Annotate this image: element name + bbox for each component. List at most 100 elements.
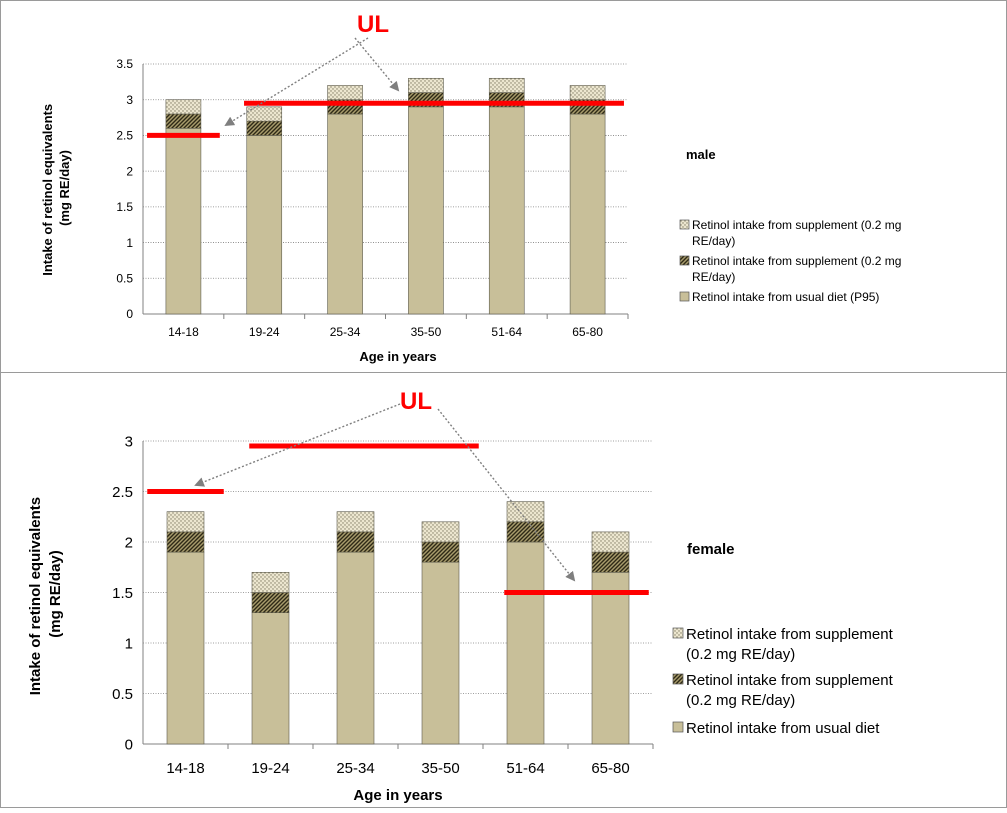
male-legend-swatch-diet xyxy=(679,291,690,302)
male-bar-supplement-a xyxy=(165,99,202,115)
male-y-tick-label: 3 xyxy=(126,93,133,107)
female-y-axis-label: Intake of retinol equivalents (mg RE/day… xyxy=(27,493,64,696)
male-bar-supplement-b xyxy=(246,120,283,136)
male-x-axis-label: Age in years xyxy=(359,349,436,364)
female-x-axis-label: Age in years xyxy=(353,787,442,804)
female-bar-supplement-a xyxy=(251,571,290,593)
male-y-tick-label: 0.5 xyxy=(116,271,133,285)
male-tick-labels: 0 0.5 1 1.5 2 2.5 3 3.5 14-18 19-24 25-34 35-50 51-6… xyxy=(116,57,603,339)
male-legend-item-diet: Retinol intake from usual diet (P95) xyxy=(679,290,879,304)
female-bar-supplement-a xyxy=(166,511,205,533)
female-legend-swatch-supplement-b xyxy=(672,673,684,685)
male-x-tick-label: 19-24 xyxy=(249,325,280,339)
female-bar-diet xyxy=(251,612,290,745)
male-bar-diet xyxy=(246,135,283,315)
female-bar-supplement-b xyxy=(166,531,205,553)
female-chart: 0 0.5 1 1.5 2 2.5 3 14-18 19-24 25-34 35-50 51-64 65… xyxy=(27,388,894,804)
male-legend-item-supplement-a: Retinol intake from supplement (0.2 mg RE… xyxy=(679,218,901,248)
female-legend-swatch-supplement-a xyxy=(672,627,684,639)
male-x-tick-label: 14-18 xyxy=(168,325,199,339)
male-bar-supplement-a xyxy=(246,106,283,122)
female-ul-arrow-right xyxy=(437,408,576,582)
male-bar-supplement-a xyxy=(569,85,606,101)
male-x-tick-label: 35-50 xyxy=(411,325,442,339)
female-x-tick-label: 25-34 xyxy=(336,760,374,777)
male-bar-diet xyxy=(165,127,202,315)
female-bar-supplement-b xyxy=(506,521,545,543)
male-bar-supplement-a xyxy=(488,77,525,93)
male-y-tick-label: 2 xyxy=(126,164,133,178)
female-bars xyxy=(166,501,630,745)
female-bar-supplement-b xyxy=(421,541,460,563)
male-bar-diet xyxy=(327,113,363,315)
female-bar-supplement-a xyxy=(336,511,375,533)
female-bar-supplement-b xyxy=(591,551,630,573)
female-y-tick-label: 0.5 xyxy=(112,686,133,703)
female-bar-diet xyxy=(166,551,205,745)
female-y-tick-label: 2 xyxy=(125,534,133,551)
female-legend-item-diet: Retinol intake from usual diet xyxy=(672,720,880,737)
male-y-axis-label: Intake of retinol equivalents (mg RE/day… xyxy=(40,100,72,276)
female-bar-supplement-b xyxy=(251,592,290,614)
female-bar-diet xyxy=(591,571,630,745)
male-chart: 0 0.5 1 1.5 2 2.5 3 3.5 14-18 19-24 25-34 35-50 51-6… xyxy=(40,11,901,364)
female-y-tick-label: 1 xyxy=(125,635,133,652)
female-legend-swatch-diet xyxy=(672,721,684,733)
male-ul-lines xyxy=(147,100,624,138)
male-bar-diet xyxy=(569,113,606,315)
male-legend-label-supplement-b: Retinol intake from supplement (0.2 mg RE… xyxy=(692,254,901,284)
male-gridlines xyxy=(142,63,629,319)
male-y-tick-label: 0 xyxy=(126,307,133,321)
male-y-tick-label: 1.5 xyxy=(116,200,133,214)
female-ul-label: UL xyxy=(400,388,432,415)
female-y-tick-label: 3 xyxy=(125,433,133,450)
female-legend-label-diet: Retinol intake from usual diet xyxy=(686,720,880,737)
female-panel-frame xyxy=(0,372,1007,808)
female-bar-supplement-a xyxy=(591,531,630,553)
male-bar-diet xyxy=(488,106,525,315)
female-legend-label-supplement-a: Retinol intake from supplement (0.2 mg RE… xyxy=(686,626,894,663)
male-x-tick-label: 25-34 xyxy=(330,325,361,339)
female-legend-label-supplement-b: Retinol intake from supplement (0.2 mg RE… xyxy=(686,672,894,709)
male-ul-label: UL xyxy=(357,11,389,38)
female-legend: Retinol intake from supplement (0.2 mg RE… xyxy=(672,626,894,737)
female-ul-lines xyxy=(147,443,649,595)
female-panel-label: female xyxy=(687,541,735,558)
female-y-tick-label: 0 xyxy=(125,736,133,753)
female-x-tick-label: 19-24 xyxy=(251,760,289,777)
male-x-tick-label: 65-80 xyxy=(572,325,603,339)
male-panel-label: male xyxy=(686,147,716,162)
female-ul-arrow-left xyxy=(194,403,401,487)
male-bar-diet xyxy=(408,106,444,315)
male-legend-label-diet: Retinol intake from usual diet (P95) xyxy=(692,290,879,304)
male-legend-item-supplement-b: Retinol intake from supplement (0.2 mg RE… xyxy=(679,254,901,284)
male-legend: Retinol intake from supplement (0.2 mg RE… xyxy=(679,218,901,304)
male-y-tick-label: 1 xyxy=(126,236,133,250)
female-x-tick-label: 51-64 xyxy=(506,760,544,777)
female-x-tick-label: 65-80 xyxy=(591,760,629,777)
male-x-tick-label: 51-64 xyxy=(491,325,522,339)
female-bar-diet xyxy=(421,561,460,745)
female-bar-diet xyxy=(336,551,375,745)
male-ul-arrow-right xyxy=(354,37,400,92)
female-x-tick-label: 35-50 xyxy=(421,760,459,777)
female-bar-supplement-a xyxy=(421,521,460,543)
male-y-tick-label: 2.5 xyxy=(116,129,133,143)
male-bar-supplement-a xyxy=(408,77,444,93)
male-legend-label-supplement-a: Retinol intake from supplement (0.2 mg RE… xyxy=(692,218,901,248)
female-bar-supplement-b xyxy=(336,531,375,553)
male-bar-supplement-b xyxy=(165,113,202,129)
male-legend-swatch-supplement-b xyxy=(679,255,690,266)
female-bar-diet xyxy=(506,541,545,745)
male-bar-supplement-a xyxy=(327,85,363,101)
female-legend-item-supplement-b: Retinol intake from supplement (0.2 mg RE… xyxy=(672,672,894,709)
female-legend-item-supplement-a: Retinol intake from supplement (0.2 mg RE… xyxy=(672,626,894,663)
female-y-tick-label: 1.5 xyxy=(112,585,133,602)
male-legend-swatch-supplement-a xyxy=(679,219,690,230)
female-gridlines xyxy=(142,440,654,749)
female-y-tick-label: 2.5 xyxy=(112,484,133,501)
female-tick-labels: 0 0.5 1 1.5 2 2.5 3 14-18 19-24 25-34 35-50 51-64 65… xyxy=(112,433,630,777)
male-y-tick-label: 3.5 xyxy=(116,57,133,71)
